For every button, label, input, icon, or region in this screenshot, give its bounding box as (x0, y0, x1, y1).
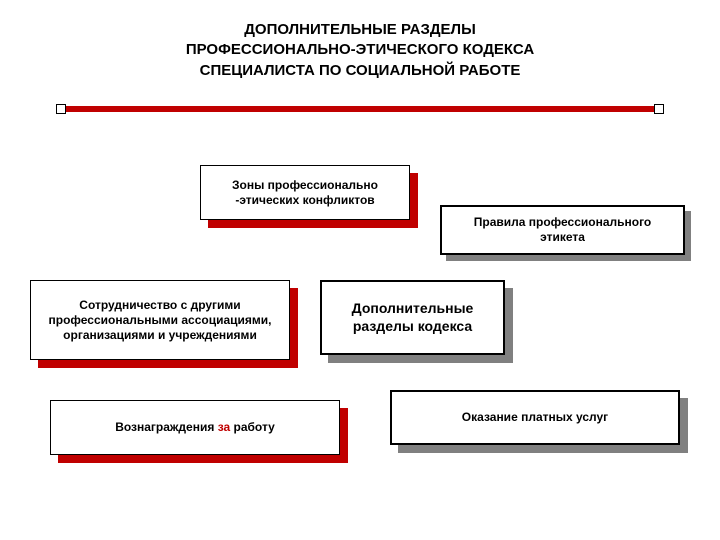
title-line-3: СПЕЦИАЛИСТА ПО СОЦИАЛЬНОЙ РАБОТЕ (40, 61, 680, 81)
divider (60, 99, 660, 119)
box-center-text: Дополнительные разделы кодекса (330, 300, 495, 335)
box-coop: Сотрудничество с другими профессиональны… (30, 280, 290, 360)
reward-accent: за (218, 420, 230, 434)
divider-line (60, 106, 660, 112)
slide-title: ДОПОЛНИТЕЛЬНЫЕ РАЗДЕЛЫ ПРОФЕССИОНАЛЬНО-Э… (0, 0, 720, 91)
box-coop-text: Сотрудничество с другими профессиональны… (39, 298, 281, 343)
box-reward: Вознаграждения за работу (50, 400, 340, 455)
title-line-1: ДОПОЛНИТЕЛЬНЫЕ РАЗДЕЛЫ (40, 20, 680, 40)
reward-pre: Вознаграждения (115, 420, 218, 434)
box-paid-text: Оказание платных услуг (462, 410, 608, 425)
divider-end-left (56, 104, 66, 114)
box-reward-text: Вознаграждения за работу (115, 420, 275, 435)
box-etiquette-text: Правила профессионального этикета (450, 215, 675, 245)
box-zones: Зоны профессионально -этических конфликт… (200, 165, 410, 220)
box-zones-text: Зоны профессионально -этических конфликт… (209, 178, 401, 208)
divider-end-right (654, 104, 664, 114)
box-paid: Оказание платных услуг (390, 390, 680, 445)
reward-post: работу (230, 420, 275, 434)
box-etiquette: Правила профессионального этикета (440, 205, 685, 255)
title-line-2: ПРОФЕССИОНАЛЬНО-ЭТИЧЕСКОГО КОДЕКСА (40, 40, 680, 60)
box-center: Дополнительные разделы кодекса (320, 280, 505, 355)
